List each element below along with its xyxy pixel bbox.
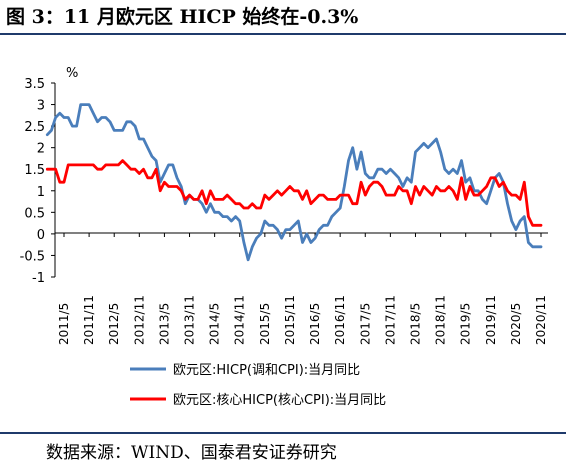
y-tick-label: 2 — [37, 142, 45, 157]
x-tick-label: 2019/11 — [484, 295, 498, 345]
x-tick-label: 2014/5 — [208, 303, 222, 345]
y-tick-label: 0 — [37, 228, 45, 243]
legend-item-core-hicp: 欧元区:核心HICP(核心CPI):当月同比 — [130, 393, 386, 408]
x-tick-label: 2018/5 — [408, 303, 422, 345]
y-tick-label: 3 — [37, 99, 45, 114]
line-chart: 3.5 3 2.5 2 1.5 1 0.5 0 -0.5 -1% 2011/5 2011/11 2012… — [20, 66, 548, 408]
x-tick-label: 2015/5 — [258, 303, 272, 345]
x-tick-label: 2018/11 — [434, 295, 448, 345]
y-tick-label: 1 — [37, 185, 45, 200]
x-tick-label: 2017/5 — [358, 303, 372, 345]
x-tick-label: 2011/11 — [82, 295, 96, 345]
legend-label: 欧元区:HICP(调和CPI):当月同比 — [173, 363, 360, 378]
y-tick-label: 2.5 — [24, 120, 45, 135]
chart-legend: 欧元区:HICP(调和CPI):当月同比欧元区:核心HICP(核心CPI):当月… — [130, 363, 386, 408]
x-tick-label: 2013/5 — [157, 303, 171, 345]
figure-title: 图 3：11 月欧元区 HICP 始终在-0.3% — [6, 6, 359, 28]
source-divider — [0, 432, 566, 434]
chart-series — [45, 103, 543, 262]
y-tick-label: 3.5 — [24, 77, 45, 92]
x-tick-label: 2020/11 — [534, 295, 548, 345]
y-unit-label: % — [66, 66, 78, 81]
y-tick-label: 1.5 — [24, 163, 45, 178]
x-tick-label: 2015/11 — [283, 295, 297, 345]
hicp-line — [45, 103, 543, 262]
legend-label: 欧元区:核心HICP(核心CPI):当月同比 — [173, 393, 386, 408]
data-source: 数据来源：WIND、国泰君安证券研究 — [46, 443, 337, 463]
y-tick-label: -0.5 — [20, 249, 45, 264]
legend-item-hicp: 欧元区:HICP(调和CPI):当月同比 — [130, 363, 360, 378]
x-tick-label: 2020/5 — [509, 303, 523, 345]
x-tick-label: 2012/5 — [107, 303, 121, 345]
x-tick-label: 2017/11 — [383, 295, 397, 345]
chart-axes: 3.5 3 2.5 2 1.5 1 0.5 0 -0.5 -1% 2011/5 2011/11 2012… — [20, 66, 548, 345]
x-tick-label: 2014/11 — [233, 295, 247, 345]
x-tick-label: 2016/5 — [308, 303, 322, 345]
x-tick-label: 2011/5 — [57, 303, 71, 345]
y-tick-label: -1 — [32, 271, 45, 286]
y-tick-label: 0.5 — [24, 206, 45, 221]
x-tick-label: 2019/5 — [459, 303, 473, 345]
title-divider — [0, 33, 566, 35]
core-hicp-line — [45, 159, 543, 227]
x-tick-label: 2013/11 — [183, 295, 197, 345]
x-tick-label: 2016/11 — [333, 295, 347, 345]
x-tick-label: 2012/11 — [132, 295, 146, 345]
